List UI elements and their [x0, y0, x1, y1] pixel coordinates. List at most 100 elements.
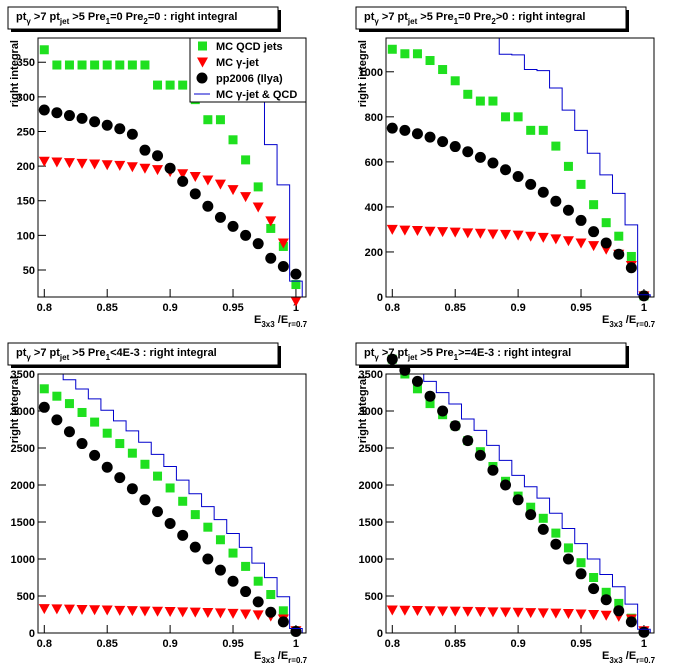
text-part: pt — [364, 11, 375, 23]
marker-triangle — [550, 234, 562, 245]
title-box — [355, 6, 627, 30]
marker-square — [190, 510, 200, 520]
marker-circle — [277, 616, 289, 628]
marker-triangle — [63, 158, 75, 169]
marker-triangle — [89, 605, 101, 616]
marker-square — [241, 561, 251, 571]
text-part: =0 Pre — [110, 11, 143, 23]
marker-circle — [449, 420, 461, 432]
marker-triangle — [51, 604, 63, 615]
marker-square — [576, 558, 586, 568]
legend-label: MC γ-jet & QCD — [216, 89, 297, 101]
marker-circle — [525, 178, 537, 190]
y-tick-label: 3500 — [11, 369, 35, 381]
marker-square — [387, 44, 397, 54]
text-part: >5 Pre — [417, 11, 453, 23]
marker-circle — [89, 116, 101, 128]
marker-triangle — [114, 160, 126, 171]
marker-triangle — [386, 605, 398, 616]
marker-triangle — [399, 225, 411, 236]
marker-circle — [487, 157, 499, 169]
text-part: =0 : right integral — [148, 11, 238, 23]
marker-triangle — [474, 228, 486, 239]
text-part: pt — [16, 11, 27, 23]
marker-square — [178, 80, 188, 90]
marker-circle — [437, 405, 449, 417]
step-line — [486, 38, 651, 297]
x-tick-label: 1 — [293, 302, 299, 314]
subscript: 3x3 — [261, 656, 275, 665]
marker-square — [165, 80, 175, 90]
marker-square — [102, 60, 112, 70]
text-part: E — [602, 650, 609, 662]
marker-circle — [399, 124, 411, 136]
marker-circle — [512, 171, 524, 183]
panel: ptγ >7 ptjet >5 Pre1=0 Pre2>0 : right in… — [355, 6, 656, 329]
marker-circle — [562, 553, 574, 565]
marker-circle — [386, 122, 398, 134]
step-line — [423, 374, 651, 633]
marker-triangle — [76, 158, 88, 169]
subscript: γ — [26, 353, 31, 362]
marker-square — [178, 496, 188, 506]
marker-triangle — [562, 609, 574, 620]
marker-triangle — [51, 157, 63, 168]
y-tick-label: 2500 — [359, 443, 383, 455]
marker-square — [39, 384, 49, 394]
text-part: pt — [16, 347, 27, 359]
marker-square — [412, 384, 422, 394]
marker-circle — [114, 123, 126, 135]
y-tick-label: 1000 — [359, 67, 383, 79]
marker-square — [601, 218, 611, 228]
marker-triangle — [38, 604, 50, 615]
marker-triangle — [411, 606, 423, 617]
marker-triangle — [500, 229, 512, 240]
y-tick-label: 0 — [29, 628, 35, 640]
marker-circle — [252, 596, 264, 608]
plot-frame — [385, 37, 655, 298]
marker-triangle — [89, 159, 101, 170]
y-tick-label: 1000 — [359, 554, 383, 566]
marker-triangle — [252, 202, 264, 213]
marker-triangle — [600, 610, 612, 621]
x-tick-label: 0.9 — [510, 638, 525, 650]
text-part: >5 Pre — [417, 347, 453, 359]
marker-triangle — [411, 226, 423, 237]
y-tick-label: 3000 — [11, 406, 35, 418]
y-tick-label: 0 — [377, 628, 383, 640]
y-tick-label: 0 — [377, 292, 383, 304]
marker-triangle — [500, 607, 512, 618]
marker-square — [576, 179, 586, 189]
marker-square — [253, 182, 263, 192]
x-tick-label: 1 — [293, 638, 299, 650]
marker-square — [140, 459, 150, 469]
marker-circle — [240, 586, 252, 598]
marker-circle — [277, 261, 289, 273]
subscript: 3x3 — [609, 656, 623, 665]
panel: ptγ >7 ptjet >5 Pre1=0 Pre2=0 : right in… — [7, 6, 308, 329]
text-part: /E — [275, 314, 288, 326]
y-tick-label: 400 — [365, 202, 383, 214]
marker-square — [153, 471, 163, 481]
marker-circle — [38, 401, 50, 413]
subscript: γ — [374, 353, 379, 362]
marker-circle — [202, 200, 214, 212]
marker-triangle — [38, 156, 50, 167]
marker-triangle — [164, 607, 176, 618]
text-part: >7 pt — [379, 11, 408, 23]
marker-triangle — [512, 230, 524, 241]
marker-circle — [613, 605, 625, 617]
y-tick-label: 500 — [365, 591, 383, 603]
marker-circle — [600, 237, 612, 249]
marker-circle — [474, 449, 486, 461]
marker-square — [589, 200, 599, 210]
marker-triangle — [152, 165, 164, 176]
marker-square — [438, 65, 448, 75]
marker-circle — [38, 104, 50, 116]
marker-triangle — [550, 608, 562, 619]
marker-triangle — [139, 163, 151, 174]
text-part: >7 pt — [379, 347, 408, 359]
plot-frame — [37, 37, 307, 298]
marker-circle — [562, 204, 574, 216]
marker-triangle — [126, 162, 138, 173]
